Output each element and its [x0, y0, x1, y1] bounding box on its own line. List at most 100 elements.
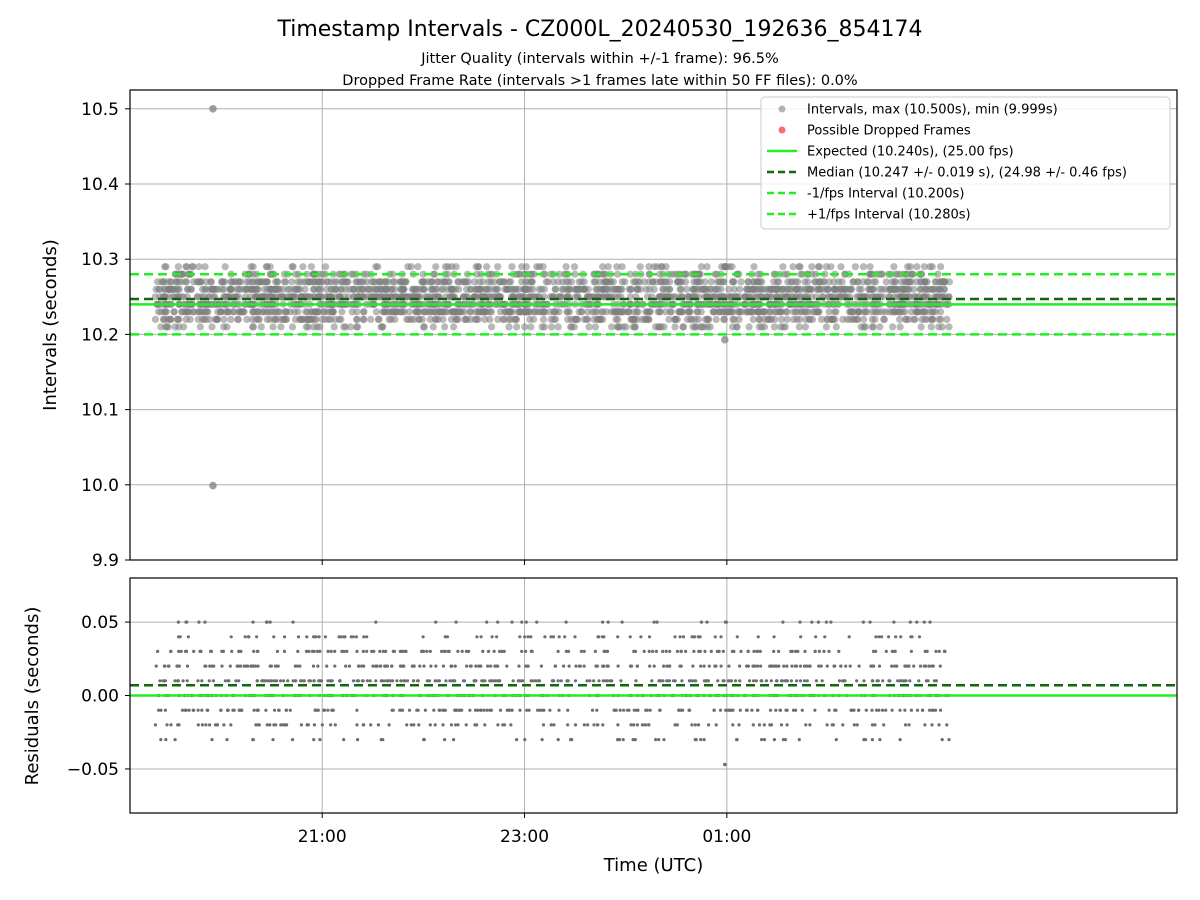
residual-point — [754, 679, 759, 683]
interval-point — [604, 285, 612, 293]
residual-point — [814, 679, 819, 683]
interval-point — [488, 323, 496, 331]
residual-point — [592, 679, 596, 683]
residual-point — [441, 664, 445, 668]
residual-point — [293, 664, 297, 668]
residual-point — [732, 649, 736, 654]
residual-point — [391, 708, 395, 712]
residual-point — [277, 708, 281, 712]
residual-point — [159, 738, 163, 742]
residual-point — [176, 635, 181, 639]
residual-point — [690, 723, 694, 727]
residual-point — [893, 649, 897, 654]
interval-point — [550, 315, 558, 323]
residual-point — [928, 620, 932, 624]
interval-point — [420, 323, 428, 331]
interval-point — [816, 285, 824, 293]
residual-point — [677, 708, 681, 712]
interval-point — [701, 278, 709, 286]
residual-point — [167, 664, 171, 668]
intervals-y-tick-label: 10.0 — [81, 476, 119, 496]
residual-point — [887, 635, 891, 639]
residual-point — [405, 679, 410, 683]
interval-point — [896, 323, 904, 331]
interval-point — [213, 315, 221, 323]
residual-point — [529, 679, 533, 683]
residual-point — [756, 708, 760, 712]
interval-point — [913, 278, 921, 286]
residual-point — [265, 723, 269, 727]
interval-point — [277, 323, 285, 331]
residual-point — [548, 708, 552, 712]
interval-point — [790, 315, 798, 323]
interval-point — [183, 263, 191, 271]
residual-point — [390, 664, 394, 668]
interval-point — [404, 263, 412, 271]
interval-point — [580, 285, 589, 293]
residual-point — [242, 664, 246, 668]
residual-point — [460, 649, 464, 654]
interval-point — [458, 278, 466, 286]
residual-point — [256, 723, 260, 727]
interval-point — [318, 315, 326, 323]
interval-point — [611, 308, 620, 316]
residual-point — [805, 664, 809, 668]
interval-point — [172, 278, 180, 286]
residual-point — [535, 620, 539, 624]
interval-point — [628, 315, 636, 323]
interval-point — [353, 323, 361, 331]
interval-point — [562, 263, 570, 271]
interval-point — [279, 285, 287, 293]
residual-point — [833, 664, 837, 668]
residual-point — [751, 723, 755, 727]
residual-point — [316, 664, 320, 668]
residual-point — [887, 679, 891, 683]
legend-label-median: Median (10.247 +/- 0.019 s), (24.98 +/- … — [807, 166, 1127, 181]
interval-point — [782, 308, 790, 316]
interval-point — [335, 315, 343, 323]
residual-point — [265, 620, 269, 624]
interval-point — [377, 285, 385, 293]
residual-point — [509, 723, 513, 727]
interval-point — [432, 285, 440, 293]
interval-point — [315, 308, 323, 316]
interval-point — [302, 278, 311, 286]
residual-point — [162, 664, 166, 668]
interval-point — [220, 315, 228, 323]
residual-point — [855, 723, 859, 727]
interval-point — [263, 278, 271, 286]
residual-point — [415, 708, 419, 712]
interval-point — [269, 323, 277, 331]
residual-point — [307, 649, 311, 654]
interval-point — [498, 278, 506, 286]
residual-point — [827, 649, 831, 654]
residual-point — [747, 679, 752, 683]
residual-point — [657, 738, 661, 742]
interval-point — [686, 308, 694, 316]
residual-point — [437, 708, 441, 712]
chart-subtitle-jitter: Jitter Quality (intervals within +/-1 fr… — [420, 51, 779, 67]
interval-point — [178, 270, 186, 278]
residual-point — [647, 635, 652, 639]
interval-point — [795, 323, 803, 331]
interval-point — [184, 308, 192, 316]
residual-point — [868, 620, 872, 624]
residual-point — [500, 649, 504, 654]
interval-point — [381, 308, 389, 316]
interval-point — [753, 308, 762, 316]
interval-point — [160, 315, 168, 323]
residual-point — [181, 679, 185, 683]
residual-point — [898, 708, 902, 712]
residual-point — [465, 664, 469, 668]
residual-point — [284, 723, 288, 727]
interval-point — [715, 308, 723, 316]
residual-point — [399, 679, 403, 683]
interval-point — [280, 278, 289, 286]
interval-point — [683, 285, 691, 293]
interval-point — [448, 263, 456, 271]
residual-point — [402, 679, 406, 683]
residual-point — [923, 649, 927, 654]
interval-point — [511, 315, 519, 323]
interval-point — [494, 263, 502, 271]
interval-point — [340, 323, 348, 331]
